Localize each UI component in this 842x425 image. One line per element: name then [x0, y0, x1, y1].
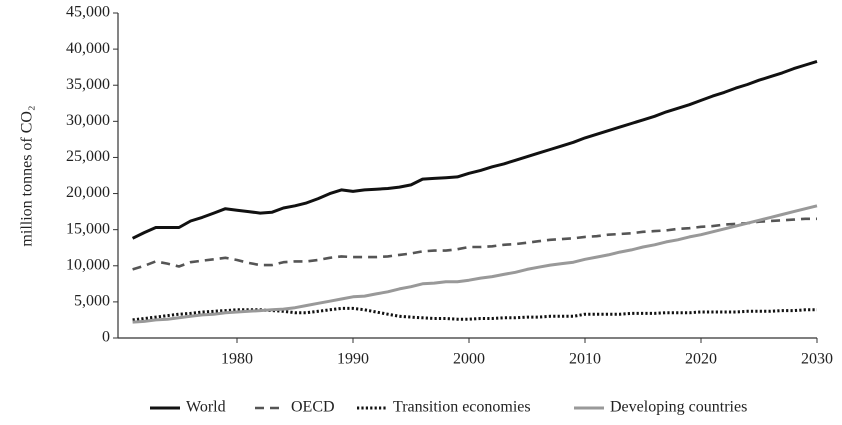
- x-tick-label: 1990: [337, 351, 369, 368]
- y-axis-label: million tonnes of CO₂: [19, 105, 36, 246]
- series-line: [132, 217, 817, 271]
- y-tick-label: 10,000: [66, 256, 110, 273]
- y-tick-label: 5,000: [74, 293, 110, 310]
- y-tick-label: 25,000: [66, 148, 110, 165]
- x-tick-label: 2010: [569, 351, 601, 368]
- series-line: [131, 59, 818, 240]
- legend-label: OECD: [291, 399, 335, 416]
- x-tick-label: 2020: [685, 351, 717, 368]
- series-line: [132, 306, 817, 322]
- y-tick-label: 35,000: [66, 76, 110, 93]
- x-tick-label: 1980: [221, 351, 253, 368]
- x-tick-label: 2000: [453, 351, 485, 368]
- y-tick-label: 40,000: [66, 40, 110, 57]
- y-tick-label: 15,000: [66, 220, 110, 237]
- y-tick-label: 30,000: [66, 112, 110, 129]
- legend-label: Developing countries: [610, 399, 747, 416]
- series-line: [132, 204, 818, 324]
- y-tick-label: 45,000: [66, 4, 110, 21]
- legend-label: World: [186, 399, 226, 416]
- x-tick-label: 2030: [801, 351, 833, 368]
- y-tick-label: 0: [102, 329, 110, 346]
- y-tick-label: 20,000: [66, 184, 110, 201]
- legend-label: Transition economies: [393, 399, 531, 416]
